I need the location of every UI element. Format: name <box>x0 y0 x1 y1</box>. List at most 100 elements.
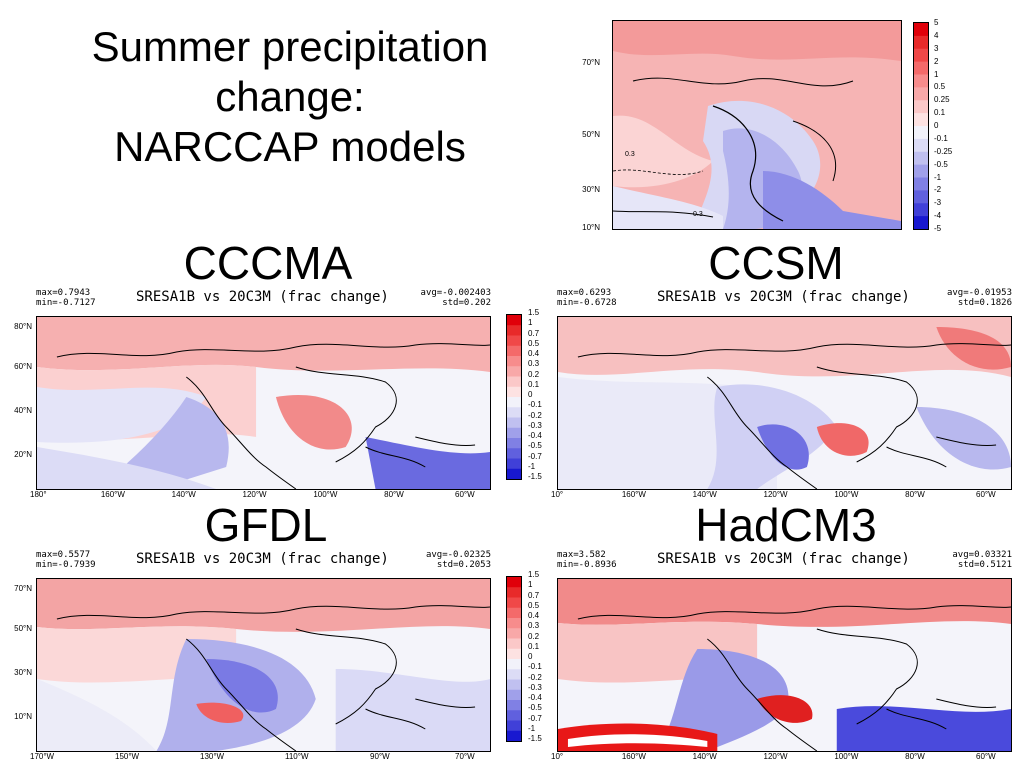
lat-label: 20°N <box>14 450 32 459</box>
lon-label: 10° <box>551 490 564 499</box>
stat-min: min=-0.7127 <box>36 298 96 308</box>
colorbar-swatch <box>507 366 521 377</box>
colorbar-swatch <box>914 35 928 50</box>
panel-title: SRESA1B vs 20C3M (frac change) <box>657 551 910 567</box>
lat-label: 80°N <box>14 322 32 331</box>
lon-label: 60°W <box>976 490 996 499</box>
colorbar-label: -0.4 <box>528 431 542 440</box>
colorbar-label: 0 <box>528 390 533 399</box>
colorbar-swatch <box>507 689 521 701</box>
colorbar-label: -0.1 <box>528 400 542 410</box>
lat-label: 50°N <box>14 624 32 633</box>
panel-title: SRESA1B vs 20C3M (frac change) <box>657 289 910 305</box>
slide-title: Summer precipitation change: NARCCAP mod… <box>40 22 540 172</box>
colorbar-label: 0.1 <box>528 641 540 651</box>
colorbar-label: 0.2 <box>528 369 540 379</box>
colorbar-label: -1 <box>528 461 536 471</box>
lat-label: 30°N <box>582 185 600 194</box>
top-map-svg <box>613 21 901 229</box>
stat-max: max=0.5577 <box>36 550 91 560</box>
colorbar-label: 0 <box>528 652 533 661</box>
stat-avg: avg=-0.01953 <box>946 288 1012 298</box>
colorbar-swatch <box>914 177 928 191</box>
contour-label: 0.3 <box>693 211 703 218</box>
colorbar-label: 3 <box>934 43 939 53</box>
colorbar-swatch <box>914 203 928 217</box>
colorbar-swatch <box>507 448 521 459</box>
lon-label: 120°W <box>242 490 267 499</box>
stat-avg: avg=-0.002403 <box>420 288 491 298</box>
colorbar-label: 1.5 <box>528 308 540 317</box>
colorbar-label: 0.25 <box>934 95 950 105</box>
colorbar-label: -0.5 <box>528 703 542 713</box>
colorbar-label: -5 <box>934 224 942 233</box>
colorbar-swatch <box>507 417 521 429</box>
colorbar-swatch <box>914 126 928 140</box>
panel-ccsm: max=0.6293 min=-0.6728 avg=-0.01953 std=0.1… <box>551 286 1024 500</box>
colorbar-swatch <box>914 216 928 229</box>
colorbar-swatch <box>507 577 521 588</box>
stat-max: max=3.582 <box>557 550 606 560</box>
colorbar-label: -1.5 <box>528 734 542 743</box>
lon-label: 120°W <box>763 490 788 499</box>
stat-max: max=0.7943 <box>36 288 91 298</box>
colorbar-label: 0.3 <box>528 359 540 369</box>
colorbar-label: -0.7 <box>528 713 542 723</box>
lon-label: 140°W <box>692 752 717 761</box>
colorbar-swatch <box>507 407 521 418</box>
colorbar-label: -3 <box>934 198 942 208</box>
colorbar-label: -1 <box>528 723 536 733</box>
colorbar-label: 2 <box>934 56 939 66</box>
colorbar-swatch <box>507 669 521 680</box>
stat-min: min=-0.6728 <box>557 298 617 308</box>
lon-label: 90°W <box>370 752 390 761</box>
colorbar-label: -1 <box>934 172 942 182</box>
colorbar-swatch <box>914 87 928 101</box>
stat-min: min=-0.8936 <box>557 560 617 570</box>
stat-max: max=0.6293 <box>557 288 612 298</box>
colorbar-label: -0.25 <box>934 146 953 156</box>
colorbar-label: -0.2 <box>528 410 542 420</box>
lon-label: 100°W <box>834 490 859 499</box>
lat-label: 70°N <box>14 584 32 593</box>
model-label-hadcm3: HadCM3 <box>695 499 877 551</box>
lon-label: 100°W <box>834 752 859 761</box>
colorbar-swatch <box>507 648 521 660</box>
lon-label: 100°W <box>313 490 338 499</box>
lon-label: 160°W <box>100 490 125 499</box>
stat-std: std=0.2053 <box>436 560 491 570</box>
model-map-svg <box>37 317 490 489</box>
model-label-ccsm: CCSM <box>708 237 844 289</box>
colorbar-label: 0.5 <box>934 82 946 92</box>
colorbar-label: 0.5 <box>528 338 540 348</box>
lon-label: 10° <box>551 752 564 761</box>
colorbar-swatch <box>507 397 521 408</box>
colorbar-label: -0.1 <box>528 662 542 672</box>
colorbar-swatch <box>507 618 521 629</box>
colorbar-swatch <box>507 376 521 388</box>
lon-label: 150°W <box>115 752 140 761</box>
colorbar-label: -0.5 <box>934 159 948 169</box>
colorbar-swatch <box>914 164 928 178</box>
lon-label: 60°W <box>976 752 996 761</box>
colorbar-label: 0.3 <box>528 621 540 631</box>
model-label-gfdl: GFDL <box>204 499 328 551</box>
panel-hadcm3: max=3.582 min=-0.8936 avg=0.03321 std=0.512… <box>551 548 1024 762</box>
title-line-1: Summer precipitation <box>91 23 489 70</box>
colorbar-swatch <box>914 48 928 63</box>
colorbar-label: 5 <box>934 18 939 27</box>
colorbar-swatch <box>507 730 521 741</box>
colorbar-swatch <box>914 113 928 127</box>
colorbar-swatch <box>914 23 928 37</box>
colorbar-swatch <box>914 138 928 153</box>
model-map <box>557 316 1012 490</box>
title-line-3: NARCCAP models <box>114 123 466 170</box>
panel-gfdl: max=0.5577 min=-0.7939 avg=-0.02325 std=0.2… <box>0 548 542 762</box>
stat-min: min=-0.7939 <box>36 560 96 570</box>
colorbar-swatch <box>507 438 521 449</box>
colorbar-swatch <box>507 315 521 326</box>
colorbar-label: -0.4 <box>528 693 542 702</box>
colorbar-label: 1 <box>528 318 533 328</box>
model-map-svg <box>558 579 1011 751</box>
panel-title: SRESA1B vs 20C3M (frac change) <box>136 551 389 567</box>
